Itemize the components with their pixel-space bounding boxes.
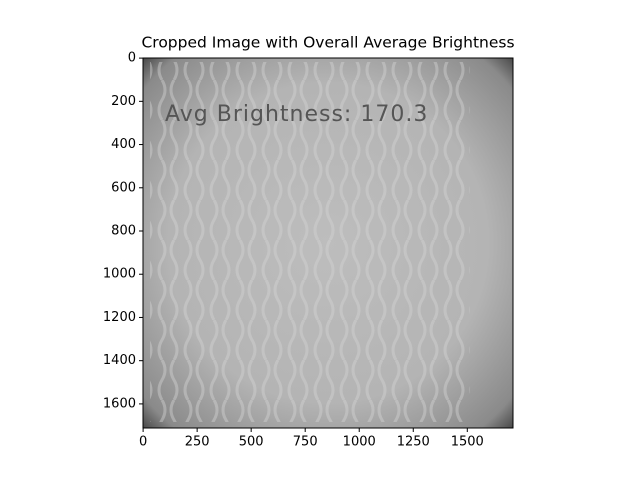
annotation: Avg Brightness: 170.3 — [165, 102, 428, 127]
chart-title: Cropped Image with Overall Average Brigh… — [141, 34, 514, 52]
x-tick-label: 250 — [185, 435, 210, 450]
x-tick-label: 1000 — [343, 435, 376, 450]
y-tick-label: 1400 — [103, 353, 136, 368]
y-tick-label: 1000 — [103, 267, 136, 282]
x-tick-label: 750 — [293, 435, 318, 450]
y-tick-label: 1200 — [103, 310, 136, 325]
y-tick-label: 0 — [128, 51, 136, 66]
y-tick-label: 600 — [111, 180, 136, 195]
x-tick-label: 1250 — [397, 435, 430, 450]
y-tick-label: 800 — [111, 224, 136, 239]
x-tick-label: 0 — [139, 435, 147, 450]
y-tick-label: 200 — [111, 94, 136, 109]
y-tick-label: 400 — [111, 137, 136, 152]
image — [142, 57, 514, 429]
x-tick-label: 1500 — [451, 435, 484, 450]
x-tick-label: 500 — [239, 435, 264, 450]
image-texture — [150, 62, 470, 422]
y-tick-label: 1600 — [103, 396, 136, 411]
axes-frame — [142, 57, 514, 429]
